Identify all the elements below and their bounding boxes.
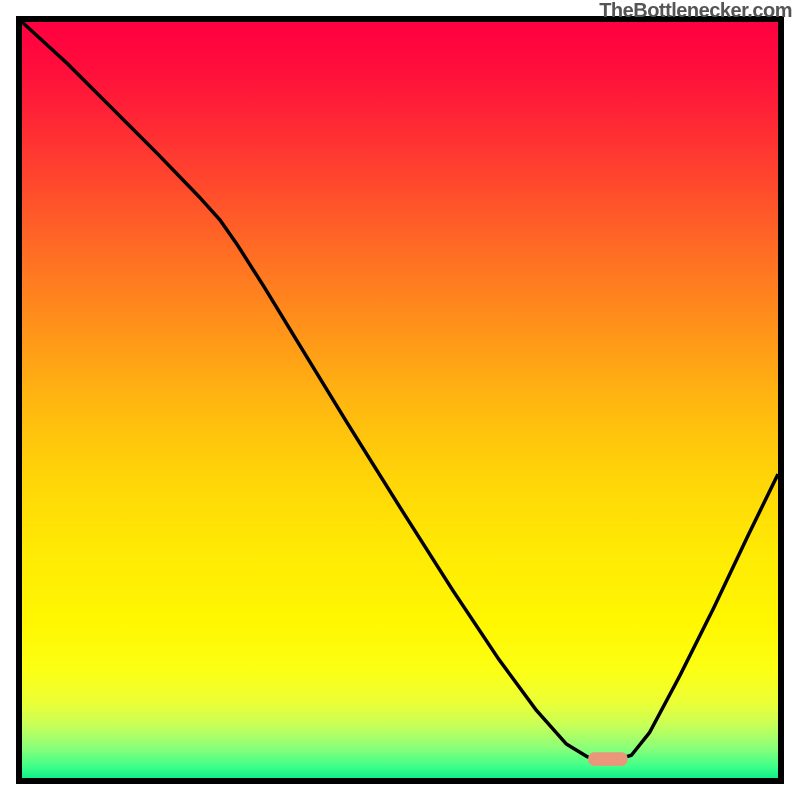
curve-minimum-marker bbox=[588, 752, 627, 766]
gradient-background bbox=[22, 22, 778, 778]
chart-container: TheBottlenecker.com bbox=[0, 0, 800, 800]
watermark-label: TheBottlenecker.com bbox=[599, 0, 792, 23]
bottleneck-chart bbox=[0, 0, 800, 800]
